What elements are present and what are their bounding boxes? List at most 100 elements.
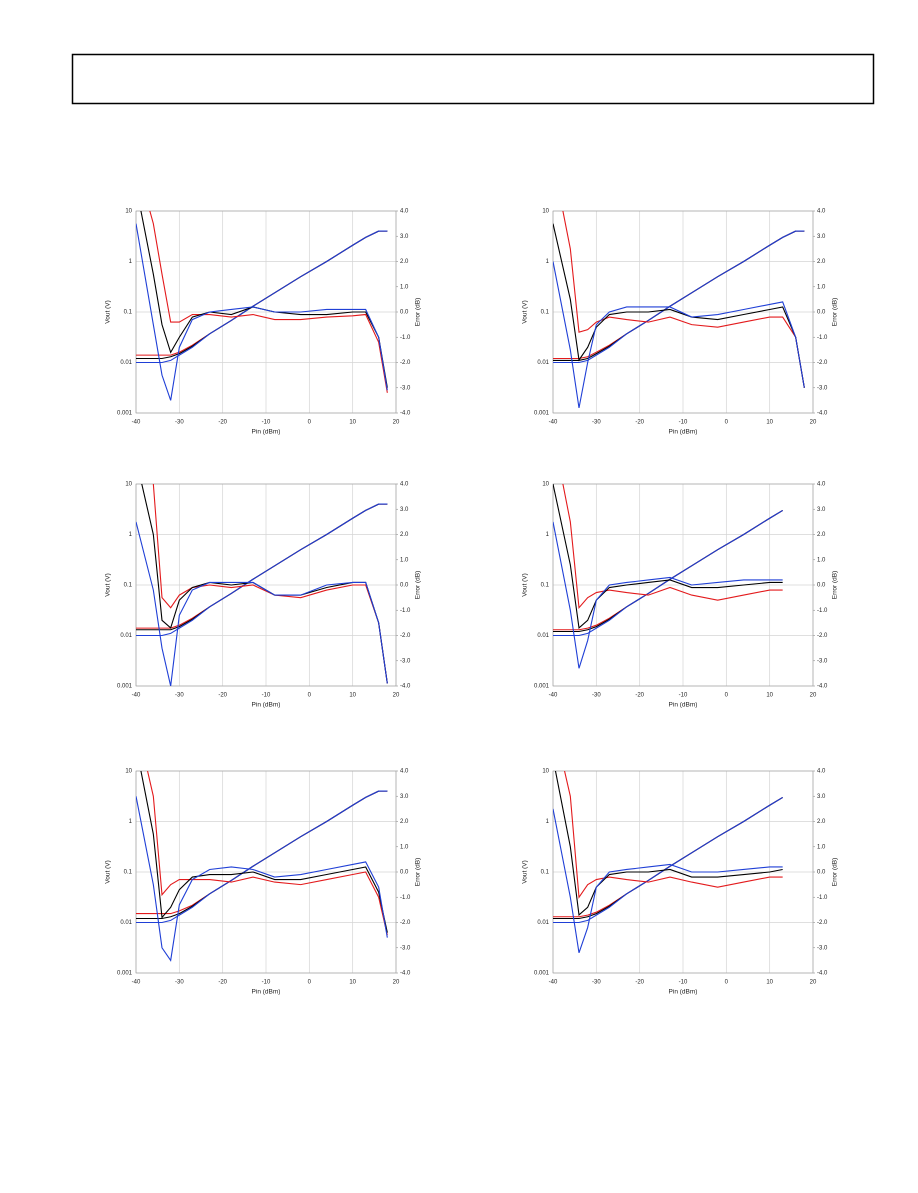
x-tick-label: 0: [308, 980, 312, 986]
y2-tick-label: 1.0: [817, 557, 826, 563]
x-tick-label: 0: [725, 420, 729, 426]
x-tick-label: 0: [308, 693, 312, 699]
vout-line: [136, 790, 388, 915]
vout-line: [553, 509, 783, 633]
y2-tick-label: 0.0: [400, 310, 409, 316]
y2-tick-label: 1.0: [400, 557, 409, 563]
x-tick-label: -10: [262, 420, 271, 426]
x-tick-label: 0: [725, 980, 729, 986]
vout-line: [553, 230, 805, 364]
y2-tick-label: -3.0: [817, 658, 828, 664]
y2-tick-label: 4.0: [400, 769, 409, 775]
y2-tick-label: 3.0: [400, 234, 409, 240]
x-axis-title: Pin (dBm): [669, 702, 698, 709]
error-line: [553, 808, 783, 953]
y-axis-title: Vout (V): [105, 573, 112, 596]
y2-tick-label: 4.0: [817, 209, 826, 215]
y-tick-label: 0.001: [534, 971, 550, 977]
vout-line: [136, 503, 388, 631]
x-tick-label: -40: [549, 693, 558, 699]
x-tick-label: -10: [262, 693, 271, 699]
y-tick-label: 0.1: [541, 310, 550, 316]
x-tick-label: 20: [810, 693, 817, 699]
x-tick-label: -10: [679, 420, 688, 426]
y2-axis-title: Error (dB): [832, 571, 839, 600]
error-line: [553, 261, 805, 409]
error-line: [562, 211, 805, 388]
y-tick-label: 1: [129, 532, 133, 538]
y-tick-label: 0.1: [124, 310, 133, 316]
x-tick-label: 10: [766, 420, 773, 426]
y2-tick-label: 0.0: [817, 583, 826, 589]
y2-tick-label: -1.0: [400, 608, 411, 614]
error-line: [140, 211, 388, 388]
y2-tick-label: -4.0: [817, 684, 828, 690]
y2-tick-label: -4.0: [400, 971, 411, 977]
y2-tick-label: 2.0: [817, 819, 826, 825]
x-tick-label: 10: [349, 420, 356, 426]
y-tick-label: 0.001: [117, 684, 133, 690]
y2-tick-label: -2.0: [400, 920, 411, 926]
y-tick-label: 0.01: [120, 360, 132, 366]
x-tick-label: 0: [308, 420, 312, 426]
y-axis-title: Vout (V): [522, 860, 529, 883]
x-tick-label: 20: [393, 980, 400, 986]
y-tick-label: 0.001: [117, 411, 133, 417]
y2-tick-label: 3.0: [817, 234, 826, 240]
y2-axis-title: Error (dB): [832, 858, 839, 887]
x-tick-label: 20: [810, 980, 817, 986]
y2-axis-title: Error (dB): [415, 571, 422, 600]
y2-axis-title: Error (dB): [415, 298, 422, 327]
y2-tick-label: 1.0: [817, 844, 826, 850]
y2-tick-label: 1.0: [817, 284, 826, 290]
error-line: [141, 484, 388, 684]
x-tick-label: -40: [132, 980, 141, 986]
y2-tick-label: -1.0: [817, 895, 828, 901]
x-tick-label: -20: [635, 693, 644, 699]
y-tick-label: 0.001: [534, 411, 550, 417]
x-tick-label: -30: [592, 980, 601, 986]
y-tick-label: 10: [125, 209, 132, 215]
error-line: [562, 484, 783, 610]
y-tick-label: 10: [542, 482, 549, 488]
x-tick-label: -10: [262, 980, 271, 986]
y-tick-label: 10: [542, 769, 549, 775]
y-tick-label: 0.01: [537, 633, 549, 639]
error-line: [553, 521, 783, 669]
x-tick-label: 20: [393, 693, 400, 699]
vout-line: [136, 790, 388, 920]
error-line: [152, 484, 388, 684]
x-tick-label: -30: [592, 420, 601, 426]
y2-tick-label: -3.0: [400, 658, 411, 664]
y-tick-label: 0.01: [537, 360, 549, 366]
vout-line: [553, 796, 783, 924]
header-box: [71, 53, 875, 105]
y-axis-title: Vout (V): [522, 573, 529, 596]
y-tick-label: 0.1: [541, 870, 550, 876]
plot-frame: [552, 483, 814, 687]
error-line: [136, 521, 388, 686]
x-tick-label: -30: [175, 980, 184, 986]
plot-frame: [552, 210, 814, 414]
x-tick-label: -20: [635, 980, 644, 986]
error-line: [553, 223, 805, 388]
y-tick-label: 0.001: [534, 684, 550, 690]
y2-tick-label: -3.0: [817, 945, 828, 951]
vout-line: [136, 790, 388, 924]
error-line: [146, 771, 388, 936]
y-axis-title: Vout (V): [105, 300, 112, 323]
x-tick-label: 10: [766, 693, 773, 699]
y2-tick-label: 1.0: [400, 284, 409, 290]
vout-line: [553, 509, 783, 631]
y2-tick-label: -1.0: [400, 335, 411, 341]
y2-tick-label: -1.0: [817, 335, 828, 341]
y2-tick-label: 0.0: [400, 870, 409, 876]
error-line: [553, 484, 783, 630]
y-tick-label: 0.1: [541, 583, 550, 589]
y2-tick-label: 4.0: [817, 769, 826, 775]
chart: 10 1 0.1 0.01 0.001 4.0 3.0 2.0 1.0 0.0 -1.0 -2.0 -3…: [522, 209, 839, 436]
y2-tick-label: -2.0: [817, 360, 828, 366]
y-tick-label: 0.01: [537, 920, 549, 926]
y2-tick-label: -1.0: [400, 895, 411, 901]
